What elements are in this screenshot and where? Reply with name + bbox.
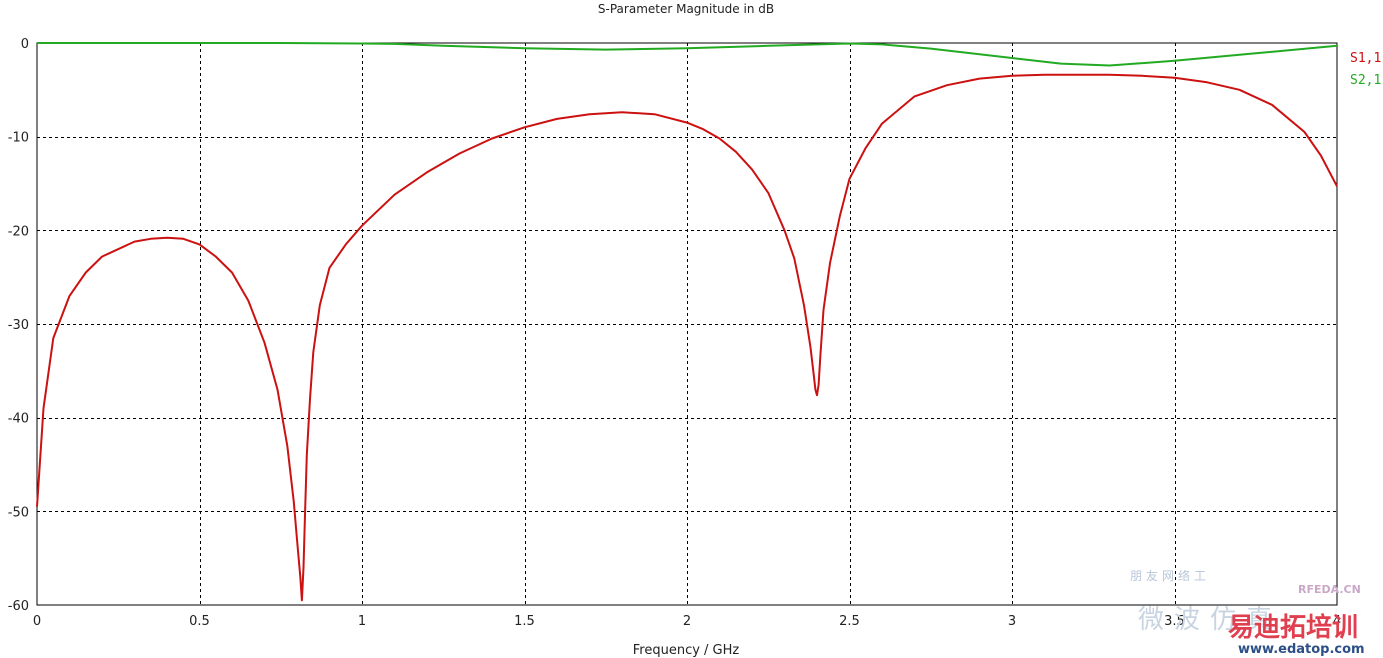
x-axis-ticks: 0 0.5 1 1.5 2 2.5 3 3.5 4 — [33, 614, 1341, 629]
grid — [37, 43, 1337, 605]
legend: S1,1 S2,1 — [1350, 51, 1381, 88]
watermark-line2: RFEDA.CN — [1298, 583, 1361, 596]
y-axis-ticks: 0 -10 -20 -30 -40 -50 -60 — [8, 37, 29, 614]
x-tick-label: 0.5 — [189, 614, 210, 629]
x-tick-label: 3 — [1008, 614, 1016, 629]
x-tick-label: 0 — [33, 614, 41, 629]
y-tick-label: -60 — [8, 599, 29, 614]
watermark-line4: 易迪拓培训 — [1228, 613, 1358, 643]
watermark: 朋友网络工 RFEDA.CN 微波仿真 易迪拓培训 www.edatop.com — [1130, 568, 1365, 657]
y-tick-label: -10 — [8, 131, 29, 146]
y-tick-label: 0 — [21, 37, 29, 52]
y-tick-label: -50 — [8, 505, 29, 520]
x-tick-label: 1 — [358, 614, 366, 629]
series-lines — [36, 42, 1338, 602]
chart-title: S-Parameter Magnitude in dB — [598, 2, 774, 16]
y-tick-label: -20 — [8, 224, 29, 239]
x-tick-label: 1.5 — [514, 614, 535, 629]
y-tick-label: -40 — [8, 412, 29, 427]
y-tick-label: -30 — [8, 318, 29, 333]
x-tick-label: 3.5 — [1164, 614, 1185, 629]
watermark-line5: www.edatop.com — [1238, 642, 1365, 657]
x-tick-label: 2 — [683, 614, 691, 629]
watermark-line1: 朋友网络工 — [1130, 568, 1210, 583]
legend-entry-s11: S1,1 — [1350, 51, 1381, 66]
x-tick-label: 4 — [1333, 614, 1341, 629]
x-tick-label: 2.5 — [839, 614, 860, 629]
watermark-line3: 微波仿真 — [1138, 605, 1282, 635]
series-line-s11 — [36, 73, 1338, 602]
legend-entry-s21: S2,1 — [1350, 73, 1381, 88]
series-line-s21 — [37, 42, 1338, 67]
x-axis-label: Frequency / GHz — [633, 643, 740, 658]
plot-frame — [36, 42, 1338, 606]
